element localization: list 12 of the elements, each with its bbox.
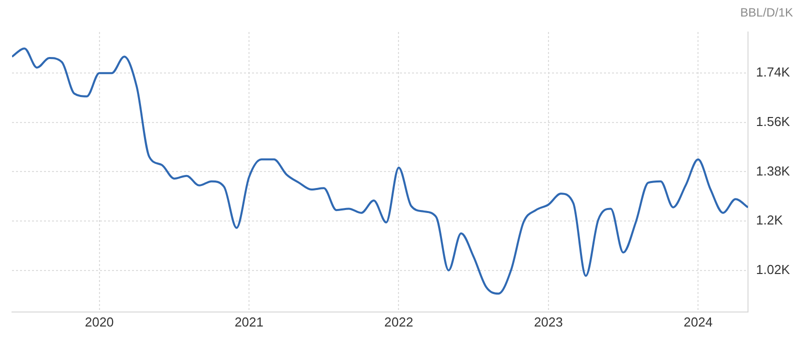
x-tick-label: 2020 — [84, 314, 114, 330]
y-axis-title: BBL/D/1K — [740, 5, 793, 20]
y-tick-label: 1.02K — [756, 262, 790, 277]
line-series — [12, 47, 748, 295]
x-tick-label: 2023 — [534, 314, 563, 330]
y-tick-label: 1.38K — [756, 163, 790, 178]
y-tick-label: 1.74K — [756, 64, 790, 80]
y-tick-label: 1.56K — [756, 114, 790, 129]
y-tick-label: 1.2K — [756, 212, 784, 228]
x-tick-label: 2024 — [684, 314, 713, 330]
x-tick-label: 2022 — [384, 314, 414, 330]
x-tick-label: 2021 — [234, 314, 264, 330]
